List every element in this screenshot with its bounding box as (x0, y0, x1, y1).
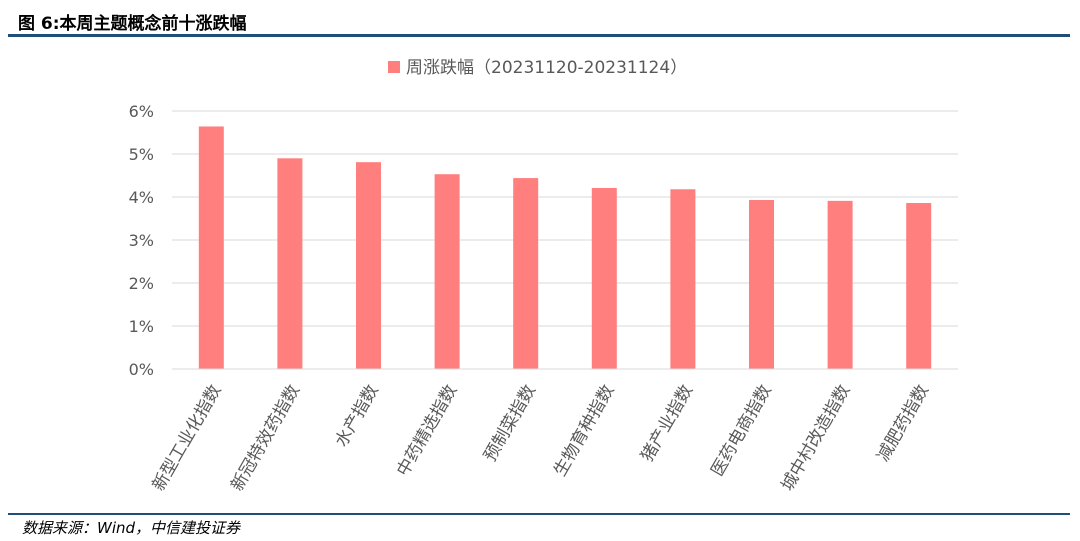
y-axis-ticks: 0% 1% 2% 3% 4% 5% 6% (129, 102, 154, 379)
y-tick-label: 4% (129, 188, 154, 207)
x-category-label: 城中村改造指数 (778, 382, 855, 495)
x-category-label: 预制菜指数 (480, 382, 540, 466)
x-category-label: 猪产业指数 (637, 382, 697, 466)
bar (198, 126, 224, 369)
y-tick-label: 1% (129, 317, 154, 336)
legend-label: 周涨跌幅（20231120-20231124） (406, 58, 687, 78)
x-category-label: 生物育种指数 (550, 382, 618, 480)
x-category-label: 医药电商指数 (708, 382, 776, 480)
bar (591, 187, 617, 369)
figure-title: 图 6:本周主题概念前十涨跌幅 (18, 14, 247, 34)
bottom-rule (8, 513, 1070, 515)
bar (434, 174, 460, 369)
x-category-label: 水产指数 (332, 382, 383, 451)
bar (670, 189, 696, 369)
bar (277, 158, 303, 369)
y-tick-label: 3% (129, 231, 154, 250)
bar (906, 203, 932, 369)
x-category-label: 减肥药指数 (873, 382, 933, 466)
x-category-label: 新冠特效药指数 (227, 382, 304, 495)
bars (198, 126, 932, 369)
source-note: 数据来源：Wind，中信建投证券 (22, 519, 241, 537)
x-axis-labels: 新型工业化指数 新冠特效药指数 水产指数 中药精选指数 预制菜指数 生物育种指数 猪产业指数… (149, 381, 933, 494)
y-tick-label: 6% (129, 102, 154, 121)
bar (513, 178, 539, 369)
y-tick-label: 5% (129, 145, 154, 164)
legend: 周涨跌幅（20231120-20231124） (388, 58, 687, 78)
bar (356, 162, 381, 369)
legend-swatch (388, 61, 400, 73)
top-rule (8, 34, 1070, 37)
x-category-label: 新型工业化指数 (149, 382, 226, 495)
y-tick-label: 2% (129, 274, 154, 293)
x-category-label: 中药精选指数 (393, 381, 461, 479)
gridlines (172, 110, 958, 327)
y-tick-label: 0% (129, 360, 154, 379)
bar (827, 200, 853, 369)
bar (749, 200, 774, 369)
bar-chart: 周涨跌幅（20231120-20231124） 0% 1% 2% 3% 4% 5% 6% 新… (129, 58, 958, 495)
